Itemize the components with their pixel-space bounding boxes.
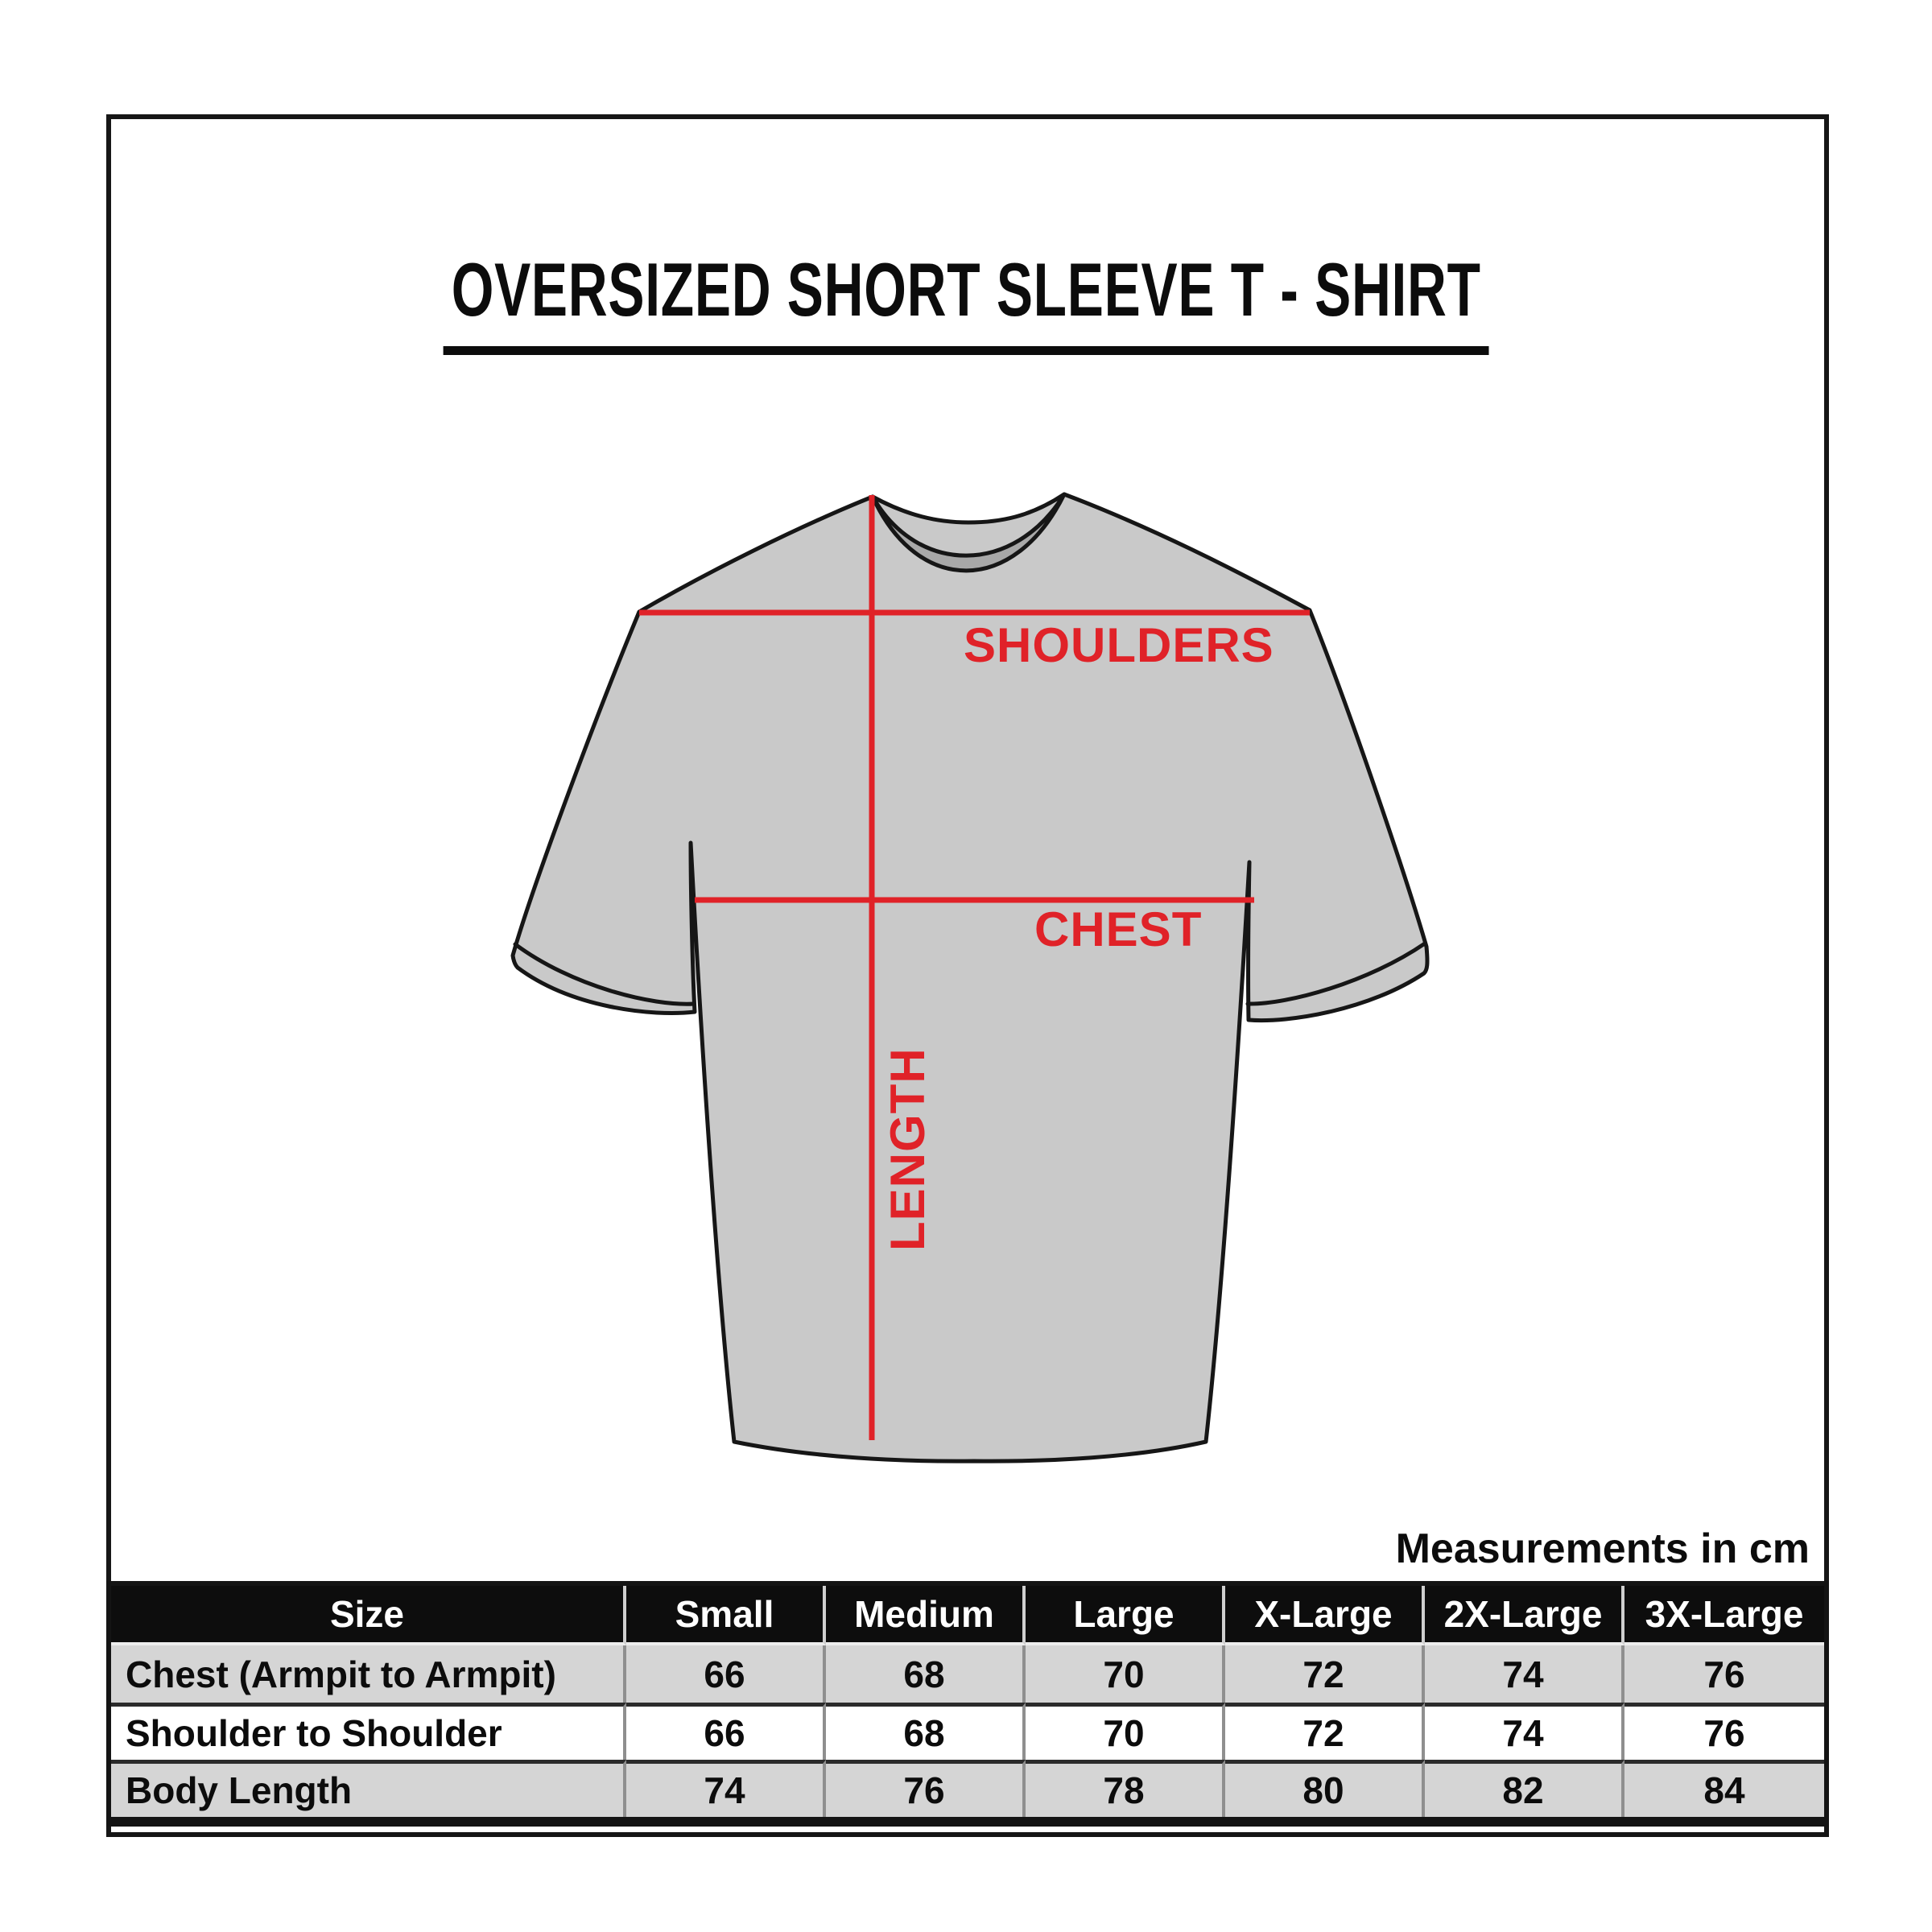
size-value: 66 [626, 1645, 826, 1703]
row-label: Shoulder to Shoulder [111, 1703, 626, 1760]
size-value: 68 [826, 1703, 1026, 1760]
size-value: 78 [1026, 1760, 1225, 1817]
collar-band [870, 492, 1067, 573]
size-value: 72 [1225, 1645, 1425, 1703]
page-border [106, 114, 1829, 1837]
size-table-header-row: Size Small Medium Large X-Large 2X-Large 3X-La… [111, 1586, 1824, 1645]
chest-label: CHEST [1034, 902, 1203, 956]
size-value: 70 [1026, 1703, 1225, 1760]
size-value: 74 [1425, 1703, 1624, 1760]
column-header-x-large: X-Large [1225, 1586, 1425, 1645]
size-value: 82 [1425, 1760, 1624, 1817]
size-value: 74 [1425, 1645, 1624, 1703]
column-header-size: Size [111, 1586, 626, 1645]
size-value: 66 [626, 1703, 826, 1760]
size-value: 72 [1225, 1703, 1425, 1760]
length-label: LENGTH [881, 1047, 935, 1251]
size-value: 84 [1624, 1760, 1824, 1817]
table-row: Body Length 74 76 78 80 82 84 [111, 1760, 1824, 1817]
column-header-3x-large: 3X-Large [1624, 1586, 1824, 1645]
page-title: OVERSIZED SHORT SLEEVE T - SHIRT [443, 246, 1489, 355]
units-note: Measurements in cm [1395, 1525, 1810, 1572]
size-value: 80 [1225, 1760, 1425, 1817]
size-value: 76 [1624, 1645, 1824, 1703]
title-wrap: OVERSIZED SHORT SLEEVE T - SHIRT [0, 246, 1932, 355]
size-value: 76 [1624, 1703, 1824, 1760]
column-header-large: Large [1026, 1586, 1225, 1645]
size-value: 74 [626, 1760, 826, 1817]
row-label: Chest (Armpit to Armpit) [111, 1645, 626, 1703]
column-header-small: Small [626, 1586, 826, 1645]
shoulders-label: SHOULDERS [964, 618, 1274, 672]
size-value: 70 [1026, 1645, 1225, 1703]
table-row: Chest (Armpit to Armpit) 66 68 70 72 74 76 [111, 1645, 1824, 1703]
size-value: 68 [826, 1645, 1026, 1703]
right-cuff-seam [1245, 941, 1427, 1006]
column-header-medium: Medium [826, 1586, 1026, 1645]
size-table: Size Small Medium Large X-Large 2X-Large 3X-La… [106, 1581, 1829, 1827]
table-row: Shoulder to Shoulder 66 68 70 72 74 76 [111, 1703, 1824, 1760]
size-value: 76 [826, 1760, 1026, 1817]
row-label: Body Length [111, 1760, 626, 1817]
column-header-2x-large: 2X-Large [1425, 1586, 1624, 1645]
tshirt-body-shape [510, 492, 1430, 1463]
left-cuff-seam [513, 942, 696, 1006]
tshirt-diagram [510, 492, 1430, 1463]
